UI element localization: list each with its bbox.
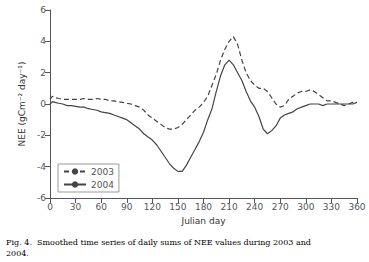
svg-text:90: 90 <box>121 202 133 212</box>
svg-text:-4: -4 <box>37 162 46 172</box>
svg-text:NEE (gCm⁻² day⁻¹): NEE (gCm⁻² day⁻¹) <box>17 62 27 147</box>
svg-text:300: 300 <box>297 202 314 212</box>
svg-text:6: 6 <box>40 5 46 15</box>
svg-text:270: 270 <box>272 202 289 212</box>
svg-text:210: 210 <box>220 202 237 212</box>
svg-text:330: 330 <box>323 202 340 212</box>
svg-text:360: 360 <box>348 202 365 212</box>
svg-text:-2: -2 <box>37 130 46 140</box>
svg-text:150: 150 <box>169 202 186 212</box>
svg-text:-6: -6 <box>37 193 46 203</box>
svg-text:60: 60 <box>95 202 107 212</box>
svg-text:0: 0 <box>47 202 53 212</box>
svg-text:4: 4 <box>40 36 46 46</box>
svg-text:240: 240 <box>246 202 263 212</box>
svg-text:Fig. 4. Smoothed time series: Fig. 4. Smoothed time series of daily su… <box>6 238 311 247</box>
svg-text:2003: 2003 <box>91 167 114 177</box>
svg-text:180: 180 <box>195 202 212 212</box>
svg-text:0: 0 <box>40 99 46 109</box>
svg-text:Julian day: Julian day <box>181 216 227 226</box>
svg-text:2004.: 2004. <box>6 249 29 258</box>
svg-text:2004: 2004 <box>91 180 114 190</box>
svg-text:30: 30 <box>70 202 82 212</box>
svg-text:2: 2 <box>40 68 46 78</box>
svg-text:120: 120 <box>144 202 161 212</box>
